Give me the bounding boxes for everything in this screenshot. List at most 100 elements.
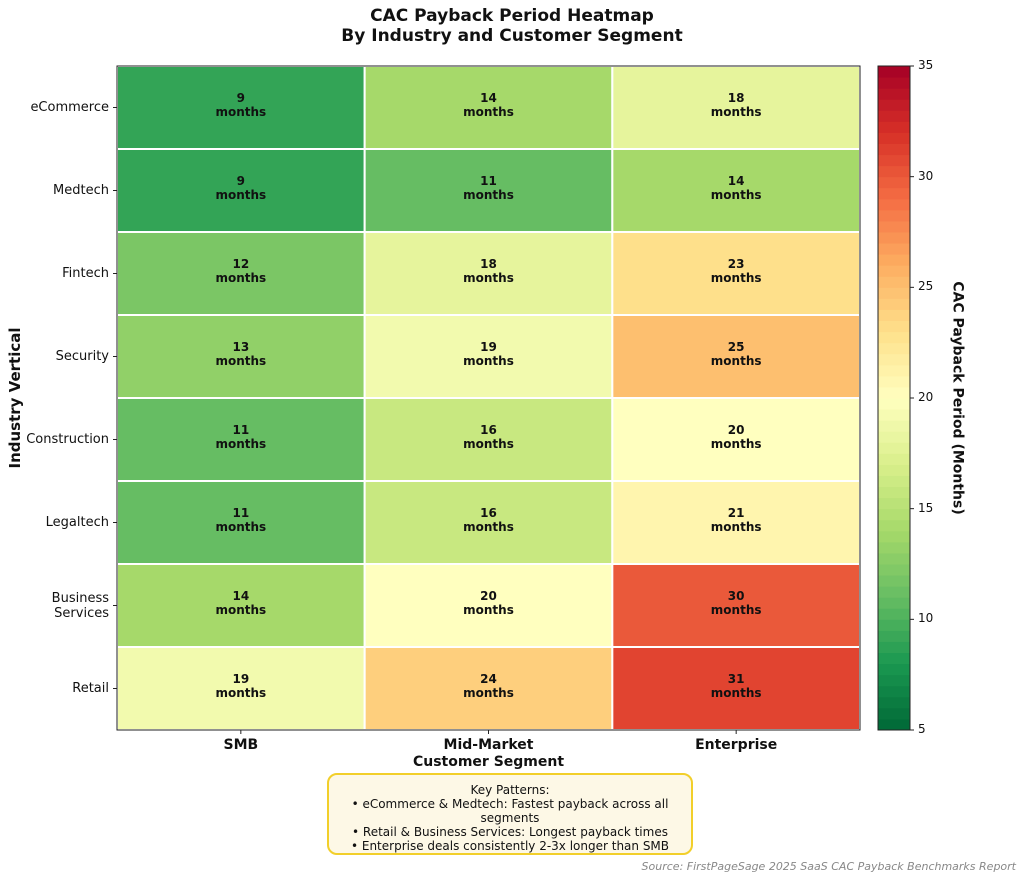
heatmap-cell bbox=[611, 563, 861, 648]
cell-label: 25 months bbox=[710, 339, 762, 368]
chart-title: CAC Payback Period Heatmap By Industry a… bbox=[341, 6, 683, 47]
y-tick-label: eCommerce bbox=[30, 100, 109, 115]
colorbar-band bbox=[878, 265, 910, 277]
cell-label: 31 months bbox=[710, 671, 762, 700]
annotation-line: • Retail & Business Services: Longest pa… bbox=[352, 825, 668, 840]
colorbar-band bbox=[878, 276, 910, 288]
cell-label: 11 months bbox=[215, 505, 267, 534]
colorbar-band bbox=[878, 608, 910, 620]
colorbar-band bbox=[878, 409, 910, 421]
annotation-box: Key Patterns: • eCommerce & Medtech: Fast… bbox=[327, 773, 693, 855]
cell-label: 21 months bbox=[710, 505, 762, 534]
colorbar-band bbox=[878, 619, 910, 631]
annotation-title: Key Patterns: bbox=[470, 783, 550, 797]
cell-label: 14 months bbox=[710, 173, 762, 202]
annotation-line: • Enterprise deals consistently 2-3x lon… bbox=[350, 839, 670, 854]
colorbar-band bbox=[878, 508, 910, 521]
colorbar-band bbox=[878, 674, 910, 687]
y-tick-label: Legaltech bbox=[45, 515, 109, 530]
colorbar-band bbox=[878, 187, 910, 200]
colorbar-band bbox=[878, 718, 910, 731]
colorbar-band bbox=[878, 176, 910, 189]
heatmap-cell bbox=[116, 563, 366, 648]
heatmap-cell bbox=[363, 646, 614, 731]
heatmap-cell bbox=[363, 480, 614, 565]
colorbar-tick-label: 25 bbox=[918, 279, 934, 294]
x-axis-label: Customer Segment bbox=[412, 754, 565, 770]
colorbar-band bbox=[878, 198, 910, 211]
y-tick-label: Fintech bbox=[62, 266, 109, 281]
heatmap-cell bbox=[116, 314, 366, 399]
cell-label: 18 months bbox=[710, 90, 762, 119]
heatmap-cell bbox=[116, 148, 366, 233]
cell-label: 9 months bbox=[215, 173, 267, 202]
y-tick-label: Retail bbox=[72, 681, 109, 696]
colorbar-band bbox=[878, 497, 910, 510]
cell-label: 14 months bbox=[215, 588, 267, 617]
source-note: Source: FirstPageSage 2025 SaaS CAC Payb… bbox=[641, 860, 1016, 873]
colorbar-band bbox=[878, 663, 910, 676]
heatmap-cell bbox=[363, 397, 614, 482]
cell-label: 19 months bbox=[215, 671, 267, 700]
colorbar-band bbox=[878, 209, 910, 222]
colorbar-band bbox=[878, 641, 910, 654]
colorbar-band bbox=[878, 398, 910, 410]
heatmap-cell bbox=[611, 314, 861, 399]
colorbar-tick-label: 30 bbox=[918, 168, 934, 183]
cell-label: 20 months bbox=[463, 588, 514, 617]
colorbar-band bbox=[878, 342, 910, 355]
y-axis-label: Industry Vertical bbox=[6, 327, 24, 469]
colorbar-band bbox=[878, 309, 910, 322]
cell-label: 24 months bbox=[463, 671, 514, 700]
colorbar-label: CAC Payback Period (Months) bbox=[949, 281, 966, 515]
colorbar-band bbox=[878, 243, 910, 255]
heatmap-cell bbox=[363, 65, 614, 150]
cell-label: 19 months bbox=[463, 339, 514, 368]
colorbar-tick-label: 15 bbox=[918, 500, 934, 515]
colorbar-band bbox=[878, 541, 910, 554]
colorbar-band bbox=[878, 287, 910, 299]
colorbar-band bbox=[878, 143, 910, 156]
colorbar-band bbox=[878, 475, 910, 488]
heatmap-cell bbox=[116, 65, 366, 150]
colorbar-band bbox=[878, 320, 910, 333]
x-tick-label: Mid-Market bbox=[443, 737, 534, 753]
heatmap-cell bbox=[363, 231, 614, 316]
colorbar-tick-label: 10 bbox=[918, 611, 934, 626]
colorbar-band bbox=[878, 99, 910, 111]
x-tick-label: Enterprise bbox=[695, 737, 778, 753]
cell-label: 16 months bbox=[463, 505, 514, 534]
colorbar-band bbox=[878, 464, 910, 476]
colorbar-band bbox=[878, 597, 910, 609]
colorbar-band bbox=[878, 298, 910, 310]
colorbar-band bbox=[878, 66, 910, 78]
y-tick-label: Medtech bbox=[53, 183, 109, 198]
colorbar-band bbox=[878, 530, 910, 543]
colorbar-band bbox=[878, 331, 910, 344]
colorbar-band bbox=[878, 486, 910, 499]
colorbar-band bbox=[878, 564, 910, 576]
y-tick-label: Business Services bbox=[51, 590, 109, 621]
colorbar-band bbox=[878, 696, 910, 709]
y-tick-label: Security bbox=[55, 349, 109, 364]
colorbar-band bbox=[878, 110, 910, 122]
colorbar-band bbox=[878, 420, 910, 432]
colorbar-tick-label: 5 bbox=[918, 722, 926, 736]
colorbar-band bbox=[878, 375, 910, 388]
annotation-line: • eCommerce & Medtech: Fastest payback a… bbox=[351, 797, 669, 826]
cell-label: 23 months bbox=[710, 256, 762, 285]
cell-label: 11 months bbox=[215, 422, 267, 451]
colorbar-band bbox=[878, 121, 910, 133]
colorbar-band bbox=[878, 552, 910, 565]
heatmap-cell bbox=[611, 148, 861, 233]
colorbar-band bbox=[878, 353, 910, 366]
cell-label: 9 months bbox=[215, 90, 267, 119]
heatmap-cell bbox=[363, 563, 614, 648]
cell-label: 14 months bbox=[463, 90, 514, 119]
colorbar-band bbox=[878, 132, 910, 144]
colorbar-band bbox=[878, 220, 910, 233]
colorbar-band bbox=[878, 586, 910, 598]
x-tick-label: SMB bbox=[223, 737, 259, 753]
